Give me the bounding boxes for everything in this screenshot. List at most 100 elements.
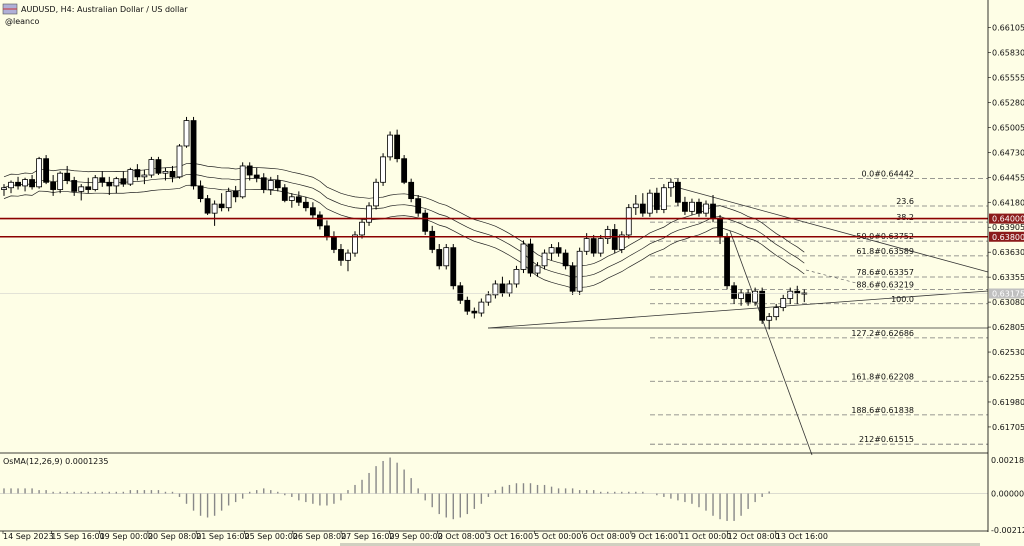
candle-body xyxy=(660,187,667,210)
time-tick-label: 13 Oct 16:00 xyxy=(776,532,828,541)
candle-body xyxy=(415,198,422,214)
history-scrollbar xyxy=(340,543,980,546)
support-trendline xyxy=(487,290,989,329)
candle-body xyxy=(569,265,576,292)
price-level-label: 0.63800 xyxy=(992,233,1024,242)
candle-body xyxy=(583,238,590,252)
candle-body xyxy=(36,158,42,188)
candle-body xyxy=(218,203,225,209)
resistance-trendline xyxy=(671,185,989,273)
time-tick-label: 11 Oct 00:00 xyxy=(679,532,731,541)
candle-body xyxy=(499,283,506,294)
candle-body xyxy=(541,252,548,267)
candle-body xyxy=(71,180,78,192)
candle-body xyxy=(759,290,766,321)
candle-body xyxy=(696,201,702,214)
candle-body xyxy=(232,190,239,198)
time-tick-label: 14 Sep 2023 xyxy=(3,532,54,541)
osma-label: OsMA(12,26,9) 0.0001235 xyxy=(3,457,108,466)
candle-body xyxy=(611,229,618,250)
candle-body xyxy=(534,265,541,274)
candle-body xyxy=(485,294,492,303)
candle-body xyxy=(99,177,106,183)
time-tick-label: 25 Sep 00:00 xyxy=(245,532,298,541)
candle-body xyxy=(260,177,267,190)
fib-level-label: 161.8#0.62208 xyxy=(851,372,914,381)
osma-panel xyxy=(0,457,988,521)
candle-body xyxy=(64,172,71,181)
candle-body xyxy=(653,192,660,210)
candle-body xyxy=(436,249,443,267)
price-tick-label: 0.65280 xyxy=(992,98,1024,107)
time-tick-label: 5 Oct 00:00 xyxy=(534,532,581,541)
candle-body xyxy=(492,283,499,296)
time-tick-label: 6 Oct 08:00 xyxy=(583,532,630,541)
candle-body xyxy=(408,181,415,200)
moving-average-line xyxy=(3,184,805,289)
price-tick-label: 0.61705 xyxy=(992,423,1024,432)
time-tick-label: 9 Oct 16:00 xyxy=(631,532,678,541)
candle-body xyxy=(197,185,204,200)
dotted-trend-line xyxy=(805,269,857,284)
time-tick-label: 3 Oct 16:00 xyxy=(486,532,533,541)
candle-body xyxy=(141,174,148,178)
candle-body xyxy=(345,252,351,261)
osma-tick-label: 0.0021899 xyxy=(991,456,1024,465)
candle-body xyxy=(134,169,141,178)
candle-body xyxy=(309,207,316,216)
time-tick-label: 12 Oct 08:00 xyxy=(728,532,780,541)
chart-header: AUDUSD, H4: Australian Dollar / US dolla… xyxy=(2,3,188,26)
price-tick-label: 0.62805 xyxy=(992,323,1024,332)
price-tick-label: 0.63355 xyxy=(992,273,1024,282)
fib-level-label: 38.2 xyxy=(896,213,914,222)
candle-body xyxy=(401,158,408,183)
candle-body xyxy=(597,238,604,254)
price-tick-label: 0.61980 xyxy=(992,398,1024,407)
candle-body xyxy=(274,180,281,189)
candle-body xyxy=(780,298,787,308)
candle-body xyxy=(204,198,211,214)
candle-body xyxy=(127,169,134,185)
candle-body xyxy=(316,214,323,227)
candle-body xyxy=(731,285,737,299)
candle-body xyxy=(682,201,688,212)
candle-body xyxy=(281,187,288,201)
moving-average-line xyxy=(3,173,805,278)
candle-body xyxy=(752,290,759,303)
candle-body xyxy=(520,243,527,270)
candle-body xyxy=(689,201,695,212)
candle-body xyxy=(183,120,190,147)
candle-body xyxy=(422,212,429,232)
time-tick-label: 26 Sep 08:00 xyxy=(293,532,346,541)
candle-body xyxy=(738,292,744,299)
price-tick-label: 0.64730 xyxy=(992,148,1024,157)
candle-body xyxy=(113,178,120,187)
candle-body xyxy=(717,218,723,238)
price-tick-label: 0.63630 xyxy=(992,248,1024,257)
candle-body xyxy=(464,299,471,312)
candle-body xyxy=(15,181,21,187)
candle-body xyxy=(478,301,485,314)
candle-body xyxy=(703,203,709,214)
candle-body xyxy=(246,165,253,176)
candle-body xyxy=(590,238,597,254)
candle-body xyxy=(450,247,457,287)
candle-body xyxy=(29,179,35,188)
time-tick-label: 21 Sep 16:00 xyxy=(196,532,249,541)
candle-body xyxy=(625,207,632,236)
candle-body xyxy=(78,186,85,192)
candle-body xyxy=(162,170,169,174)
osma-tick-label: -0.0021299 xyxy=(991,526,1024,535)
fib-level-label: 61.8#0.63589 xyxy=(856,247,914,256)
price-tick-label: 0.62530 xyxy=(992,348,1024,357)
candle-body xyxy=(324,225,330,238)
price-level-label-box xyxy=(989,231,1024,242)
candle-body xyxy=(22,179,28,187)
price-tick-label: 0.63905 xyxy=(992,223,1024,232)
candle-body xyxy=(394,134,401,160)
candle-body xyxy=(548,247,555,254)
price-tick-label: 0.64455 xyxy=(992,173,1024,182)
fib-projection-line xyxy=(729,230,813,456)
price-tick-label: 0.65005 xyxy=(992,123,1024,132)
